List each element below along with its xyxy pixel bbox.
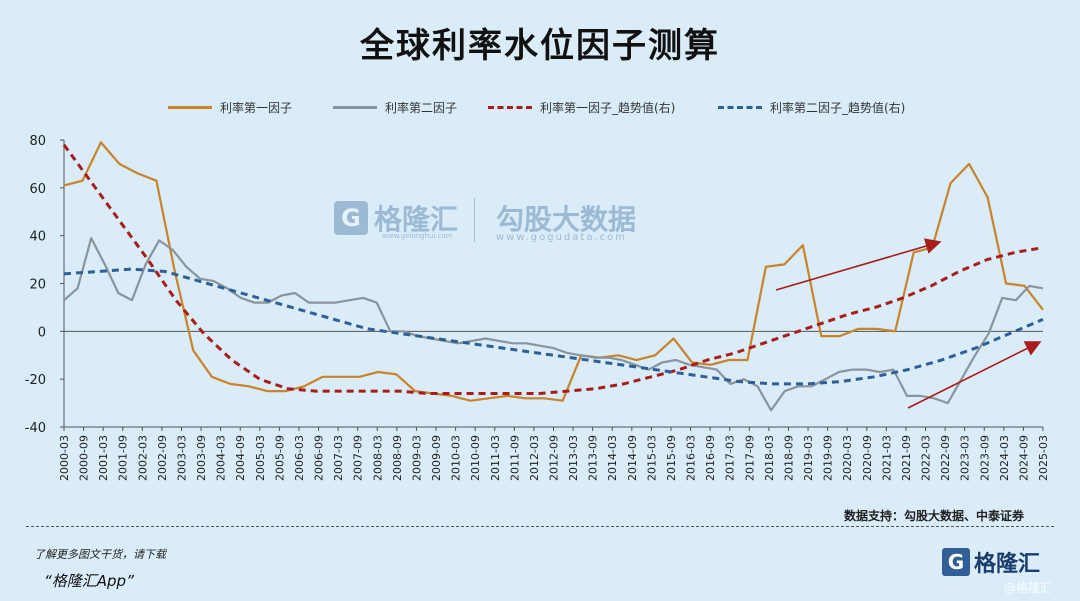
brand-logo: G 格隆汇 [942, 546, 1040, 578]
legend-swatch [168, 106, 212, 109]
x-tick-label: 2011-09 [508, 435, 521, 481]
x-tick-label: 2016-09 [704, 435, 717, 481]
gelonghui-logo-icon: G [942, 548, 970, 576]
legend-label: 利率第二因子_趋势值(右) [770, 101, 906, 115]
x-tick-label: 2001-03 [97, 435, 110, 481]
x-tick-label: 2014-03 [606, 435, 619, 481]
x-tick-label: 2007-03 [332, 435, 345, 481]
x-tick-label: 2009-03 [410, 435, 423, 481]
x-tick-label: 2013-03 [567, 435, 580, 481]
watermark-brand: 格隆汇 [374, 203, 459, 236]
x-tick-label: 2001-09 [117, 435, 130, 481]
x-tick-label: 2023-03 [959, 435, 972, 481]
x-tick-label: 2006-03 [293, 435, 306, 481]
x-tick-label: 2017-03 [724, 435, 737, 481]
series-line-trend2 [63, 267, 1044, 386]
x-tick-label: 2005-09 [273, 435, 286, 481]
x-tick-label: 2019-03 [802, 435, 815, 481]
x-tick-label: 2012-03 [528, 435, 541, 481]
x-tick-label: 2017-09 [743, 435, 756, 481]
legend-label: 利率第一因子_趋势值(右) [540, 101, 676, 115]
legend-label: 利率第二因子 [385, 101, 458, 115]
x-tick-label: 2019-09 [822, 435, 835, 481]
data-source: 数据支持：勾股大数据、中泰证券 [843, 509, 1024, 523]
series-line-trend1 [62, 143, 1044, 395]
logo-handle: @格隆汇 [1004, 581, 1053, 595]
x-tick-label: 2004-09 [234, 435, 247, 481]
gelonghui-logo-icon: G [334, 201, 368, 235]
x-tick-label: 2005-03 [254, 435, 267, 481]
y-tick-label: 60 [29, 182, 46, 197]
x-tick-label: 2015-09 [665, 435, 678, 481]
x-tick-label: 2008-09 [391, 435, 404, 481]
x-tick-label: 2015-03 [645, 435, 658, 481]
legend-swatch [718, 106, 762, 109]
legend-item-trend2: 利率第二因子_趋势值(右) [718, 99, 905, 116]
x-tick-label: 2018-03 [763, 435, 776, 481]
legend-item-factor1: 利率第一因子 [168, 99, 292, 116]
y-tick-label: 0 [38, 325, 46, 340]
x-tick-label: 2020-03 [841, 435, 854, 481]
legend-item-trend1: 利率第一因子_趋势值(右) [488, 99, 675, 116]
legend-swatch [488, 106, 532, 109]
x-tick-label: 2002-03 [136, 435, 149, 481]
legend-item-factor2: 利率第二因子 [333, 99, 457, 116]
x-tick-label: 2011-03 [489, 435, 502, 481]
x-tick-label: 2023-09 [978, 435, 991, 481]
x-tick-label: 2016-03 [685, 435, 698, 481]
x-tick-label: 2013-09 [587, 435, 600, 481]
series-line-factor1 [63, 141, 1044, 402]
y-tick-label: 20 [29, 278, 46, 293]
trend-arrow-lower [907, 341, 1042, 409]
logo-text: 格隆汇 [974, 552, 1041, 577]
x-tick-label: 2008-03 [371, 435, 384, 481]
legend-swatch [333, 106, 377, 109]
x-tick-label: 2022-09 [939, 435, 952, 481]
trend-arrow-upper [775, 238, 942, 291]
footer-divider [26, 526, 1054, 527]
x-tick-label: 2010-03 [450, 435, 463, 481]
x-tick-label: 2003-09 [195, 435, 208, 481]
x-tick-label: 2021-09 [900, 435, 913, 481]
watermark-data-brand: 勾股大数据 [496, 203, 637, 236]
x-tick-label: 2004-03 [215, 435, 228, 481]
legend-label: 利率第一因子 [220, 101, 293, 115]
watermark-divider [474, 198, 475, 242]
watermark-brand-url: www.gelonghui.com [382, 232, 453, 240]
download-hint: 了解更多图文干货，请下载 [34, 548, 166, 561]
x-tick-label: 2021-03 [880, 435, 893, 481]
y-tick-label: 80 [29, 134, 46, 149]
x-tick-label: 2018-09 [782, 435, 795, 481]
x-tick-label: 2012-09 [548, 435, 561, 481]
x-tick-label: 2024-03 [998, 435, 1011, 481]
x-tick-label: 2000-03 [58, 435, 71, 481]
x-tick-label: 2009-09 [430, 435, 443, 481]
watermark-data-url: www.gogudata.com [496, 232, 628, 243]
x-tick-label: 2002-09 [156, 435, 169, 481]
x-tick-label: 2003-03 [175, 435, 188, 481]
app-name: “格隆汇App” [44, 572, 134, 590]
y-tick-label: -40 [25, 421, 46, 436]
watermark-gelonghui: G 格隆汇 [334, 198, 458, 238]
chart-title: 全球利率水位因子测算 [360, 26, 720, 66]
x-tick-label: 2000-09 [78, 435, 91, 481]
y-tick-label: 40 [29, 230, 46, 245]
series-line-factor2 [63, 237, 1044, 412]
x-tick-label: 2007-09 [352, 435, 365, 481]
x-tick-label: 2022-03 [920, 435, 933, 481]
x-tick-label: 2020-09 [861, 435, 874, 481]
x-tick-label: 2025-03 [1037, 435, 1050, 481]
x-tick-label: 2006-09 [313, 435, 326, 481]
chart-legend: 利率第一因子 利率第二因子 利率第一因子_趋势值(右) 利率第二因子_趋势值(右… [0, 99, 1080, 119]
y-tick-label: -20 [25, 373, 46, 388]
x-tick-label: 2010-09 [469, 435, 482, 481]
x-tick-label: 2024-09 [1017, 435, 1030, 481]
x-tick-label: 2014-09 [626, 435, 639, 481]
